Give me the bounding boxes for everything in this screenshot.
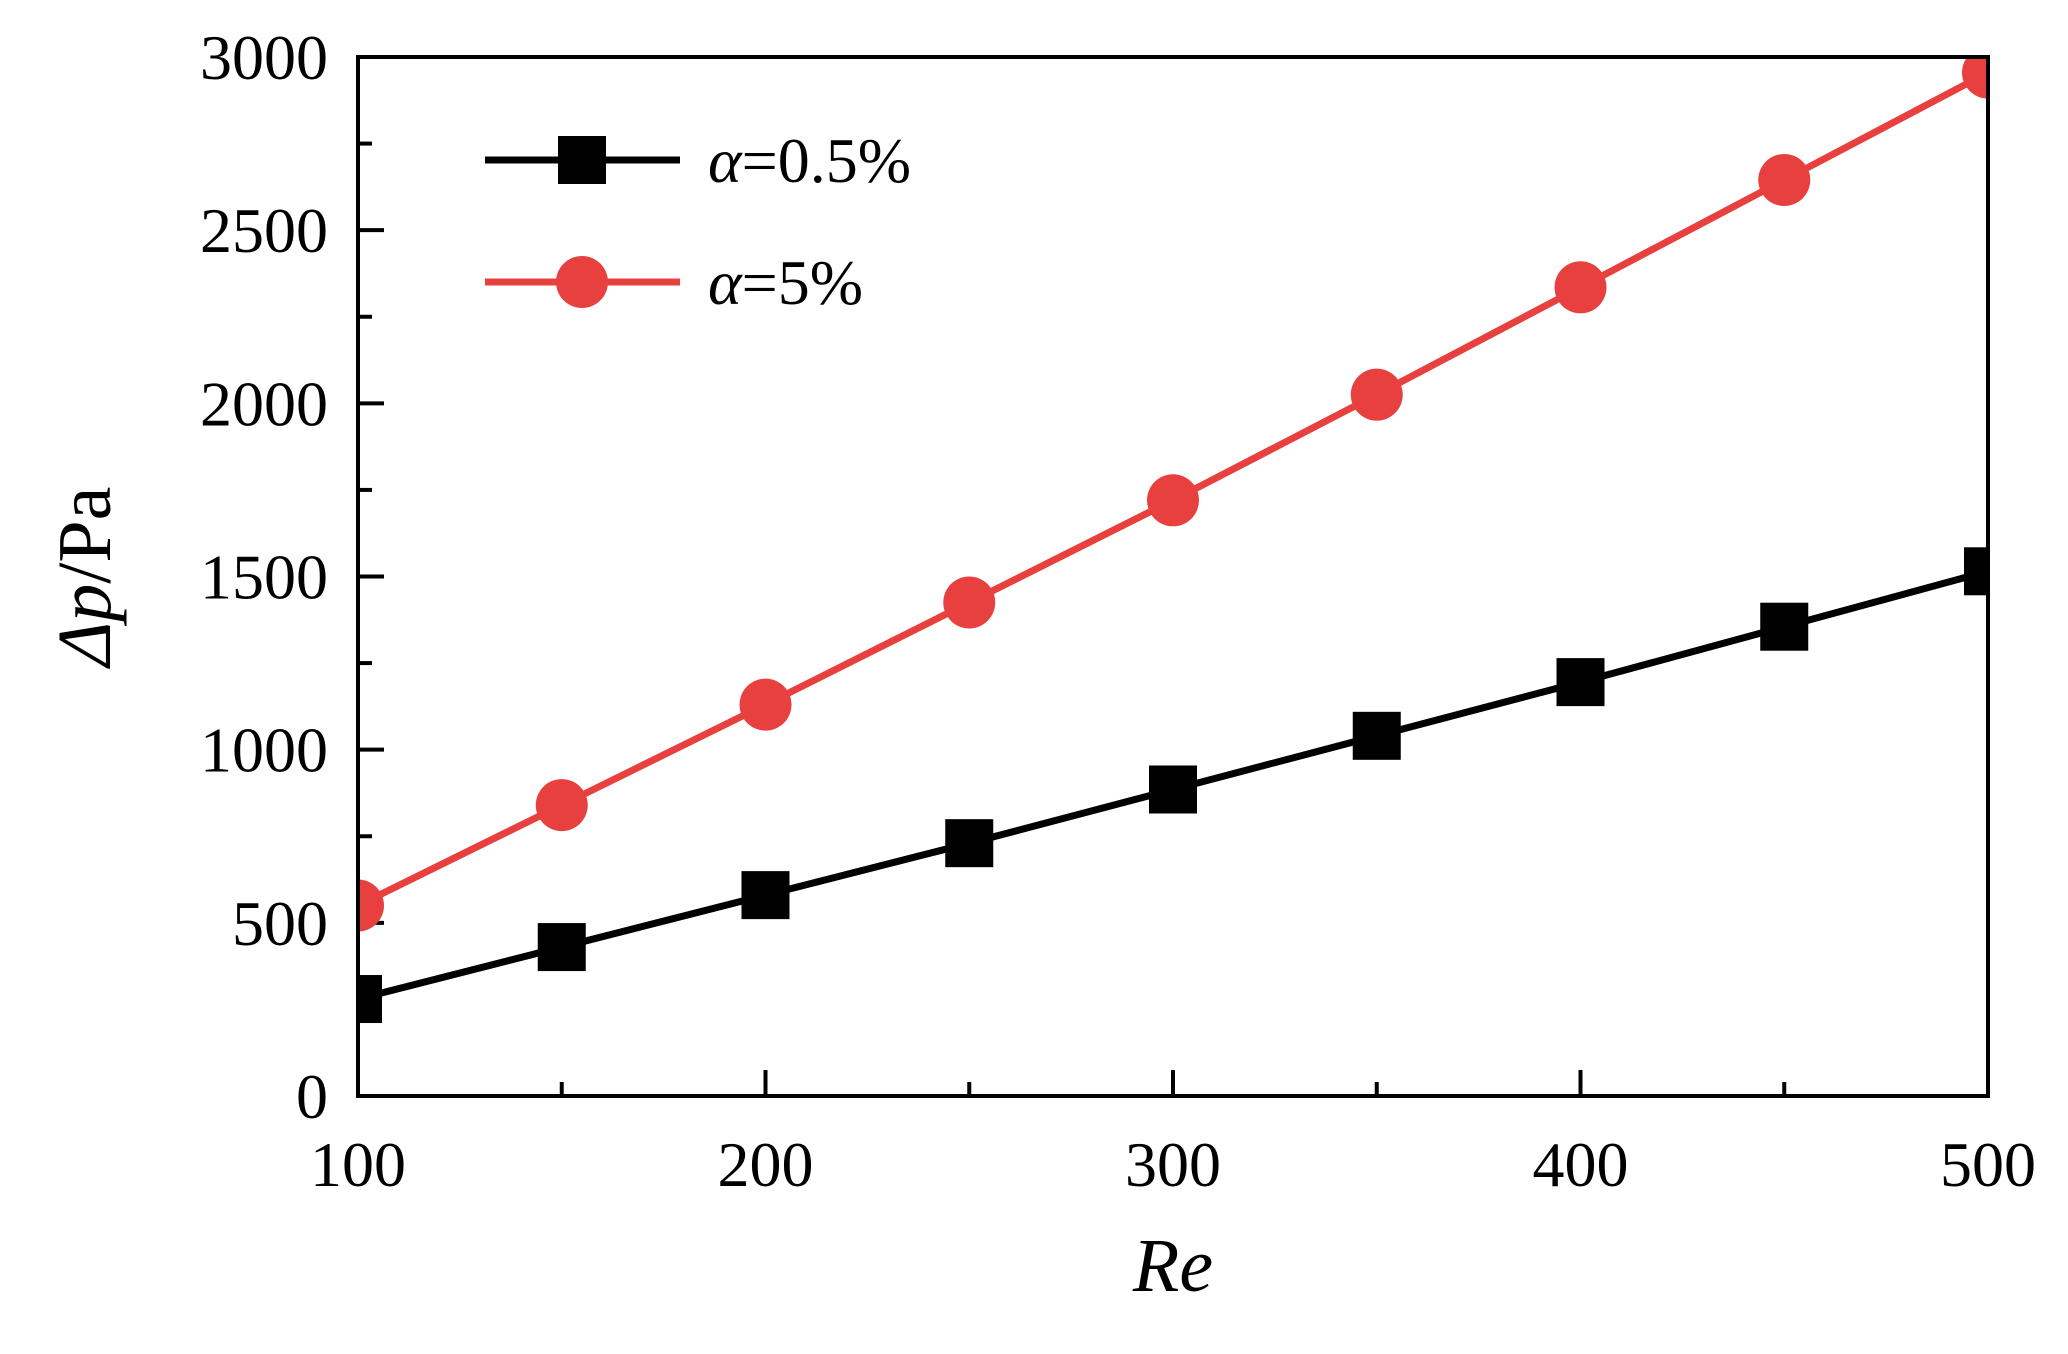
legend-symbol-series-1: α bbox=[708, 247, 743, 318]
legend-marker-square bbox=[558, 136, 606, 184]
x-tick-label-300: 300 bbox=[1125, 1129, 1221, 1200]
data-point-series-1-150 bbox=[535, 779, 588, 832]
data-point-series-0-450 bbox=[1760, 602, 1809, 651]
x-tick-label-100: 100 bbox=[310, 1129, 406, 1200]
data-point-series-1-400 bbox=[1554, 261, 1607, 314]
data-point-series-0-200 bbox=[741, 871, 790, 920]
data-point-series-1-500 bbox=[1962, 57, 1988, 99]
data-point-series-0-100 bbox=[358, 975, 382, 1024]
legend-symbol-series-0: α bbox=[708, 125, 743, 196]
legend-label-series-1: α=5% bbox=[708, 247, 863, 318]
data-point-series-0-500 bbox=[1964, 547, 1988, 596]
y-tick-label-1500: 1500 bbox=[200, 542, 328, 613]
y-tick-label-0: 0 bbox=[296, 1061, 328, 1132]
legend-entry-series-1: α=5% bbox=[485, 247, 863, 318]
tick-labels: 0 500 1000 1500 2000 2500 3000 100 200 300 400 500 bbox=[200, 22, 2036, 1200]
y-tick-label-2000: 2000 bbox=[200, 368, 328, 439]
data-point-series-0-400 bbox=[1556, 658, 1605, 707]
data-point-series-1-250 bbox=[943, 576, 996, 629]
y-axis-unit: /Pa bbox=[43, 487, 127, 584]
data-point-series-1-200 bbox=[739, 678, 792, 731]
y-tick-label-3000: 3000 bbox=[200, 22, 328, 93]
data-point-series-1-350 bbox=[1350, 368, 1403, 421]
y-tick-label-1000: 1000 bbox=[200, 715, 328, 786]
legend-value-series-1: =5% bbox=[742, 247, 863, 318]
x-tick-label-200: 200 bbox=[718, 1129, 814, 1200]
plot-frame bbox=[356, 55, 1990, 1098]
legend: α=0.5% α=5% bbox=[485, 125, 911, 318]
data-point-series-1-450 bbox=[1758, 153, 1811, 206]
data-point-series-0-300 bbox=[1149, 765, 1197, 814]
y-tick-label-500: 500 bbox=[232, 888, 328, 959]
x-axis-title: Re bbox=[1132, 1224, 1213, 1308]
plot-series bbox=[358, 57, 1988, 1024]
y-axis-title: Δp/Pa bbox=[43, 487, 127, 670]
x-tick-label-400: 400 bbox=[1533, 1129, 1629, 1200]
legend-entry-series-0: α=0.5% bbox=[485, 125, 911, 196]
data-point-series-0-250 bbox=[945, 819, 994, 868]
legend-value-series-0: =0.5% bbox=[742, 125, 911, 196]
data-point-series-1-100 bbox=[358, 879, 384, 932]
legend-marker-circle bbox=[556, 256, 608, 308]
x-tick-label-500: 500 bbox=[1940, 1129, 2036, 1200]
legend-label-series-0: α=0.5% bbox=[708, 125, 911, 196]
y-axis-symbol: Δp bbox=[43, 584, 127, 670]
y-tick-label-2500: 2500 bbox=[200, 195, 328, 266]
data-point-series-0-150 bbox=[537, 923, 586, 972]
data-point-series-0-350 bbox=[1352, 711, 1401, 760]
data-point-series-1-300 bbox=[1147, 474, 1199, 527]
